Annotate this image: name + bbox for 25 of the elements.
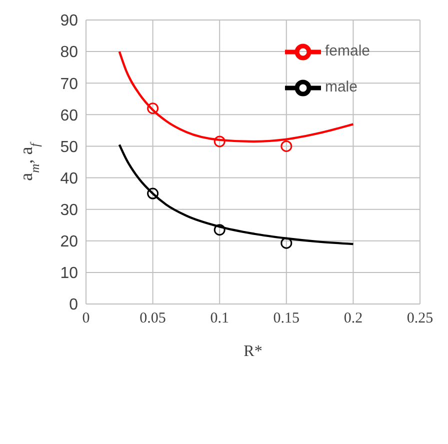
x-tick-label: 0.25	[406, 310, 434, 327]
y-tick-label: 40	[60, 170, 78, 188]
y-tick-label: 30	[60, 202, 78, 220]
legend-label: female	[324, 42, 370, 60]
point	[280, 140, 292, 152]
y-tick-label: 10	[60, 265, 78, 282]
y-tick-label: 20	[60, 234, 78, 251]
y-tick-label: 60	[60, 107, 78, 124]
point	[280, 237, 292, 249]
legend-label: male	[324, 78, 358, 96]
y-tick-label: 80	[60, 44, 78, 62]
x-tick-label: 0.2	[344, 310, 363, 327]
x-tick-label: 0.05	[140, 310, 166, 327]
x-tick-label: 0.1	[210, 310, 229, 327]
point	[147, 188, 159, 200]
x-axis-title: R*	[244, 343, 262, 360]
y-tick-label: 70	[60, 76, 78, 93]
point	[214, 224, 226, 236]
x-tick-label: 0	[82, 310, 90, 327]
y-tick-label: 0	[69, 296, 78, 314]
y-tick-label: 90	[60, 12, 78, 30]
y-tick-label: 50	[60, 138, 78, 156]
point	[147, 102, 159, 114]
x-tick-label: 0.15	[273, 310, 300, 327]
point	[214, 136, 226, 148]
